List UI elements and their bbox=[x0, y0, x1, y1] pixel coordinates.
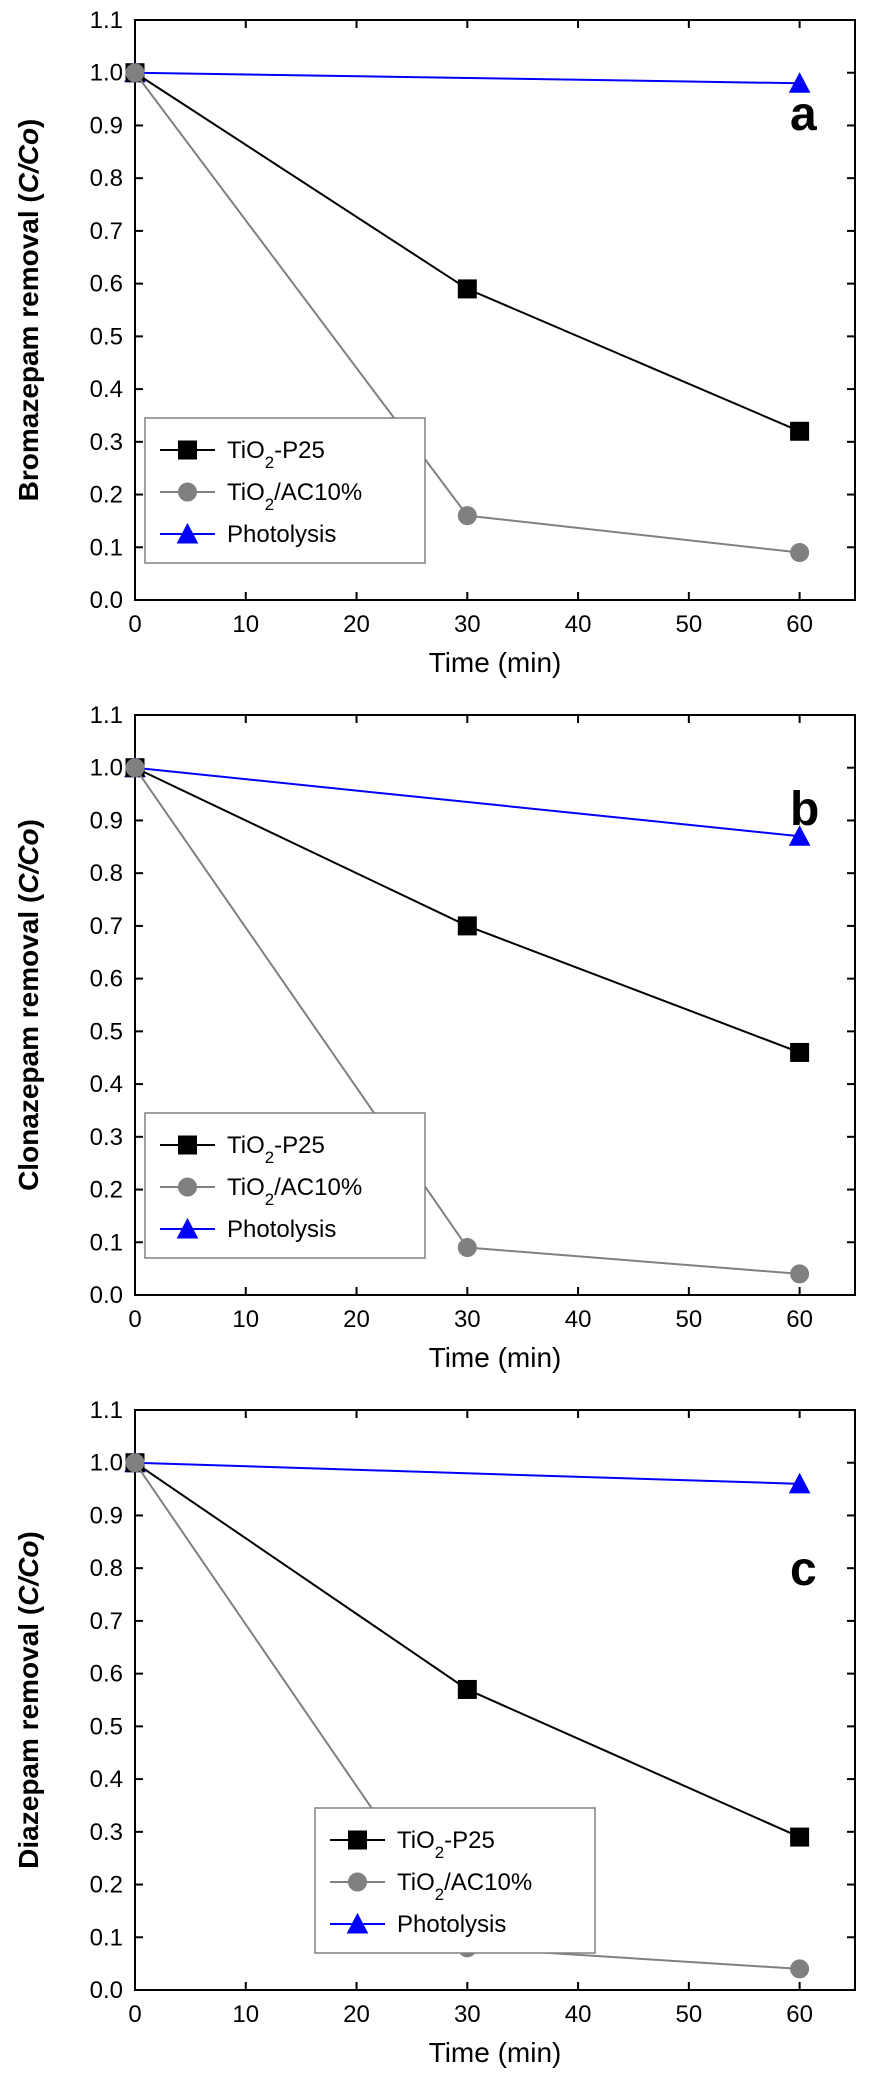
svg-text:0.8: 0.8 bbox=[90, 1555, 123, 1582]
svg-text:0: 0 bbox=[128, 611, 141, 638]
svg-text:0.5: 0.5 bbox=[90, 1018, 123, 1045]
chart-panel-c: 0 10 20 30 40 50 60 0.0 0.1 0.2 0.3 0.4 0.5 0.6 0.7 0.8… bbox=[0, 1390, 896, 2084]
svg-text:0.2: 0.2 bbox=[90, 482, 123, 509]
svg-text:60: 60 bbox=[786, 611, 813, 638]
svg-text:10: 10 bbox=[232, 2001, 259, 2028]
svg-text:a: a bbox=[790, 88, 817, 141]
svg-text:0.8: 0.8 bbox=[90, 860, 123, 887]
svg-text:1.1: 1.1 bbox=[90, 1397, 123, 1424]
svg-text:20: 20 bbox=[343, 2001, 370, 2028]
svg-text:30: 30 bbox=[454, 611, 481, 638]
svg-text:Photolysis: Photolysis bbox=[227, 521, 336, 548]
svg-text:10: 10 bbox=[232, 1306, 259, 1333]
svg-text:1.0: 1.0 bbox=[90, 755, 123, 782]
svg-text:0.9: 0.9 bbox=[90, 807, 123, 834]
svg-text:50: 50 bbox=[675, 2001, 702, 2028]
svg-text:Photolysis: Photolysis bbox=[397, 1911, 506, 1938]
svg-text:1.1: 1.1 bbox=[90, 702, 123, 729]
svg-text:0.6: 0.6 bbox=[90, 1661, 123, 1688]
svg-text:50: 50 bbox=[675, 611, 702, 638]
svg-text:Clonazepam removal (C/Co): Clonazepam removal (C/Co) bbox=[13, 819, 44, 1191]
svg-text:0.4: 0.4 bbox=[90, 1766, 123, 1793]
svg-text:0.3: 0.3 bbox=[90, 1819, 123, 1846]
svg-text:0.3: 0.3 bbox=[90, 429, 123, 456]
svg-text:Time (min): Time (min) bbox=[429, 647, 562, 678]
svg-text:0.7: 0.7 bbox=[90, 1608, 123, 1635]
svg-text:c: c bbox=[790, 1543, 817, 1596]
svg-text:0.2: 0.2 bbox=[90, 1872, 123, 1899]
svg-text:0: 0 bbox=[128, 1306, 141, 1333]
svg-text:0.0: 0.0 bbox=[90, 587, 123, 614]
svg-text:0.6: 0.6 bbox=[90, 966, 123, 993]
svg-text:60: 60 bbox=[786, 1306, 813, 1333]
svg-text:0.4: 0.4 bbox=[90, 1071, 123, 1098]
svg-text:0.0: 0.0 bbox=[90, 1282, 123, 1309]
svg-text:0.8: 0.8 bbox=[90, 165, 123, 192]
svg-text:1.0: 1.0 bbox=[90, 60, 123, 87]
svg-text:50: 50 bbox=[675, 1306, 702, 1333]
svg-text:40: 40 bbox=[565, 1306, 592, 1333]
svg-text:10: 10 bbox=[232, 611, 259, 638]
svg-text:1.1: 1.1 bbox=[90, 7, 123, 34]
svg-text:0.3: 0.3 bbox=[90, 1124, 123, 1151]
svg-text:0.1: 0.1 bbox=[90, 1924, 123, 1951]
svg-text:0.7: 0.7 bbox=[90, 218, 123, 245]
svg-text:60: 60 bbox=[786, 2001, 813, 2028]
chart-panel-a: 0 10 20 30 40 50 60 0.0 0.1 0.2 0.3 0.4 0.5 0.6 0.7 0.8… bbox=[0, 0, 896, 694]
svg-text:0.5: 0.5 bbox=[90, 1713, 123, 1740]
svg-text:20: 20 bbox=[343, 611, 370, 638]
svg-text:0.9: 0.9 bbox=[90, 112, 123, 139]
svg-text:0.5: 0.5 bbox=[90, 323, 123, 350]
svg-text:0.0: 0.0 bbox=[90, 1977, 123, 2004]
svg-text:Diazepam removal (C/Co): Diazepam removal (C/Co) bbox=[13, 1531, 44, 1869]
svg-text:0: 0 bbox=[128, 2001, 141, 2028]
svg-text:30: 30 bbox=[454, 2001, 481, 2028]
svg-text:0.9: 0.9 bbox=[90, 1502, 123, 1529]
svg-text:0.2: 0.2 bbox=[90, 1177, 123, 1204]
svg-text:0.1: 0.1 bbox=[90, 1229, 123, 1256]
chart-panel-b: 0 10 20 30 40 50 60 0.0 0.1 0.2 0.3 0.4 0.5 0.6 0.7 0.8… bbox=[0, 695, 896, 1389]
svg-text:40: 40 bbox=[565, 2001, 592, 2028]
svg-text:0.6: 0.6 bbox=[90, 271, 123, 298]
svg-text:1.0: 1.0 bbox=[90, 1450, 123, 1477]
svg-text:0.7: 0.7 bbox=[90, 913, 123, 940]
svg-text:Photolysis: Photolysis bbox=[227, 1216, 336, 1243]
figure-container: 0 10 20 30 40 50 60 0.0 0.1 0.2 0.3 0.4 0.5 0.6 0.7 0.8… bbox=[0, 0, 896, 2084]
svg-text:Bromazepam removal (C/Co): Bromazepam removal (C/Co) bbox=[13, 119, 44, 502]
svg-text:Time (min): Time (min) bbox=[429, 2037, 562, 2068]
svg-text:Time (min): Time (min) bbox=[429, 1342, 562, 1373]
svg-text:20: 20 bbox=[343, 1306, 370, 1333]
svg-text:b: b bbox=[790, 783, 819, 836]
svg-text:0.1: 0.1 bbox=[90, 534, 123, 561]
svg-text:0.4: 0.4 bbox=[90, 376, 123, 403]
svg-text:40: 40 bbox=[565, 611, 592, 638]
svg-text:30: 30 bbox=[454, 1306, 481, 1333]
